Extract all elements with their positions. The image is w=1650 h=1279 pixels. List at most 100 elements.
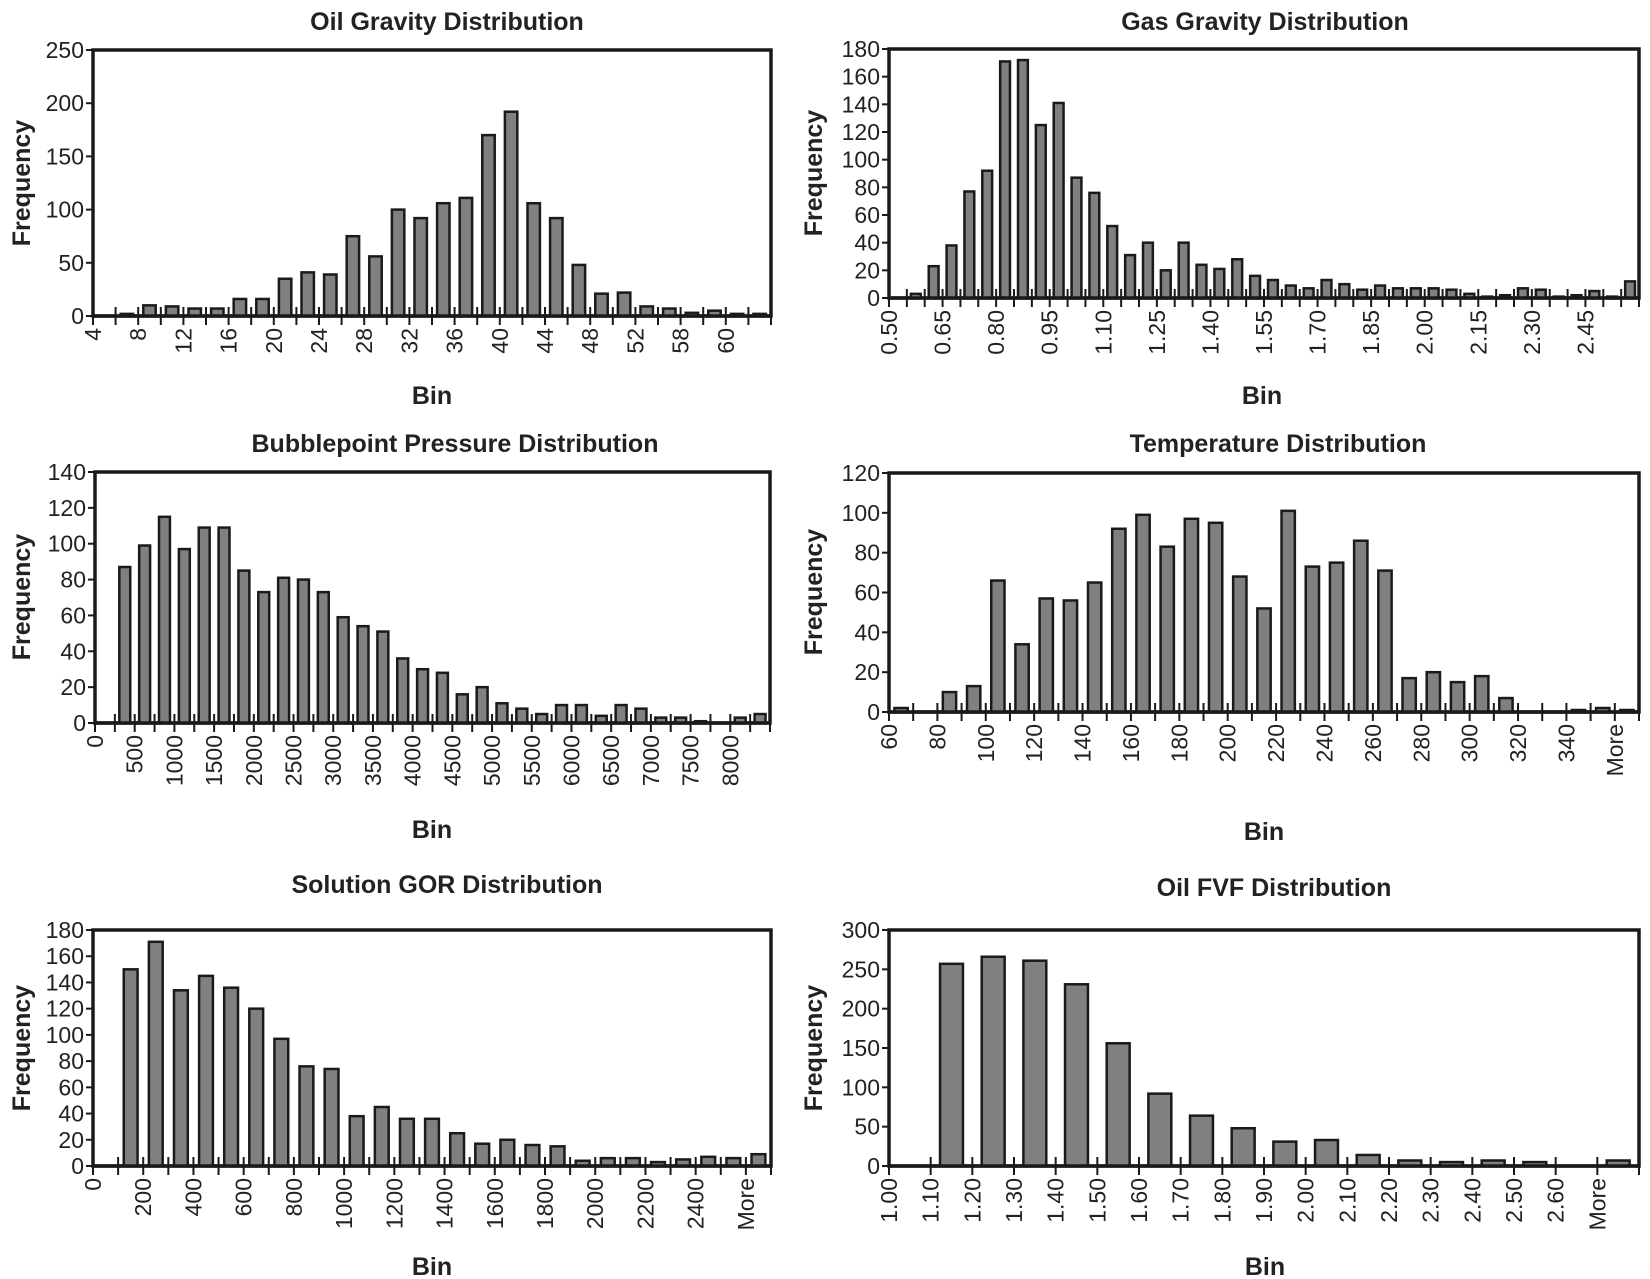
histogram-bar xyxy=(1284,284,1297,300)
chart-solution-gor: Solution GOR Distribution Bin Frequency … xyxy=(8,871,773,1279)
x-tick-label: 60 xyxy=(876,724,902,750)
histogram-bar xyxy=(1105,1042,1131,1168)
x-tick-label: 160 xyxy=(1118,724,1144,762)
histogram-bar xyxy=(1135,513,1151,714)
histogram-bar xyxy=(1280,509,1297,714)
y-tick-label: 40 xyxy=(60,638,86,664)
x-tick-label: 200 xyxy=(1215,724,1241,762)
histogram-bar xyxy=(475,685,489,725)
y-tick-label: 160 xyxy=(46,943,84,969)
histogram-bar xyxy=(963,190,976,300)
histogram-bar xyxy=(1373,284,1387,300)
x-tick-label: 6500 xyxy=(598,735,624,786)
histogram-bar xyxy=(122,968,139,1168)
x-tick-label: 800 xyxy=(281,1178,307,1216)
x-tick-label: 44 xyxy=(532,328,558,354)
x-tick-label: 2.60 xyxy=(1543,1178,1569,1223)
histogram-bar xyxy=(1231,575,1248,714)
y-tick-label: 200 xyxy=(46,90,84,116)
histogram-bar xyxy=(1159,269,1172,300)
y-axis-label: Frequency xyxy=(800,110,828,237)
x-tick-label: 2000 xyxy=(241,735,267,786)
y-tick-label: 20 xyxy=(854,257,880,283)
x-tick-label: 0.65 xyxy=(930,310,956,355)
histogram-bar xyxy=(1070,176,1083,300)
histogram-bar xyxy=(336,615,350,725)
histogram-bar xyxy=(1266,278,1280,300)
y-tick-label: 250 xyxy=(46,37,84,63)
y-tick-label: 0 xyxy=(71,1153,84,1179)
x-tick-label: 5500 xyxy=(519,735,545,786)
x-tick-label: 1.00 xyxy=(876,1178,902,1223)
x-tick-label: 320 xyxy=(1505,724,1531,762)
histogram-bar xyxy=(1177,241,1190,300)
histogram-bar xyxy=(1188,1114,1215,1168)
histogram-bar xyxy=(1377,569,1393,714)
histogram-bar xyxy=(248,1007,265,1168)
histogram-bar xyxy=(257,590,271,725)
y-tick-label: 300 xyxy=(842,917,880,943)
histogram-bar xyxy=(1106,224,1119,300)
histogram-bar xyxy=(435,201,451,318)
x-tick-label: 1.40 xyxy=(1197,310,1223,355)
x-tick-label: 16 xyxy=(216,328,242,354)
histogram-bar xyxy=(255,297,270,318)
y-tick-label: 100 xyxy=(48,531,86,557)
histogram-bar xyxy=(1449,680,1466,714)
x-tick-label: 1000 xyxy=(331,1178,357,1229)
histogram-bar xyxy=(1183,517,1200,714)
histogram-bar xyxy=(548,216,564,318)
histogram-bar xyxy=(373,1105,390,1168)
chart-oil-fvf: Oil FVF Distribution Bin Frequency 0 50 10… xyxy=(800,874,1641,1279)
y-tick-label: 0 xyxy=(71,303,84,329)
x-tick-label: 2500 xyxy=(281,735,307,786)
histogram-bar xyxy=(616,291,632,318)
y-tick-label: 80 xyxy=(854,540,880,566)
x-tick-label: 8 xyxy=(125,328,151,341)
y-tick-label: 60 xyxy=(60,602,86,628)
x-tick-label: 0 xyxy=(80,1178,106,1191)
histogram-bar xyxy=(1014,643,1030,714)
x-tick-label: 24 xyxy=(306,328,332,354)
x-tick-label: 140 xyxy=(1070,724,1096,762)
x-tick-label: 500 xyxy=(122,735,148,773)
histogram-bar xyxy=(1338,282,1351,300)
x-tick-label: 4000 xyxy=(400,735,426,786)
histogram-bar xyxy=(495,702,509,725)
histogram-bar xyxy=(448,1131,466,1168)
x-tick-label: 1.70 xyxy=(1305,310,1331,355)
plot-area xyxy=(93,470,772,725)
x-tick-label: 3500 xyxy=(360,735,386,786)
x-axis-label: Bin xyxy=(1245,1253,1285,1279)
y-tick-label: 150 xyxy=(842,1035,880,1061)
histogram-bar xyxy=(634,707,648,725)
x-tick-label: 1.80 xyxy=(1209,1178,1235,1223)
x-tick-label: 5000 xyxy=(479,735,505,786)
histogram-bar xyxy=(345,234,361,318)
y-tick-label: 20 xyxy=(854,659,880,685)
histogram-bar xyxy=(1328,561,1345,714)
histogram-bar xyxy=(222,986,240,1168)
histogram-bar xyxy=(980,955,1006,1168)
histogram-bar xyxy=(1272,1140,1298,1168)
histogram-bar xyxy=(197,526,211,725)
y-axis-label: Frequency xyxy=(8,534,36,661)
histogram-bar xyxy=(1256,607,1272,714)
x-tick-label: 80 xyxy=(924,724,950,750)
histogram-bar xyxy=(376,630,390,725)
x-tick-label: 2.30 xyxy=(1519,310,1545,355)
histogram-bar xyxy=(1063,983,1090,1168)
histogram-bar xyxy=(981,169,994,300)
histogram-bar xyxy=(1304,565,1321,714)
histogram-bar xyxy=(1352,539,1369,714)
histogram-bar xyxy=(157,515,172,725)
y-tick-label: 20 xyxy=(60,674,86,700)
histogram-bar xyxy=(750,1152,767,1168)
y-tick-label: 0 xyxy=(867,1153,880,1179)
histogram-bar xyxy=(197,974,215,1168)
x-tick-label: 1.50 xyxy=(1084,1178,1110,1223)
histogram-bar xyxy=(1062,599,1079,714)
y-tick-label: 250 xyxy=(842,956,880,982)
x-tick-label: 32 xyxy=(396,328,422,354)
